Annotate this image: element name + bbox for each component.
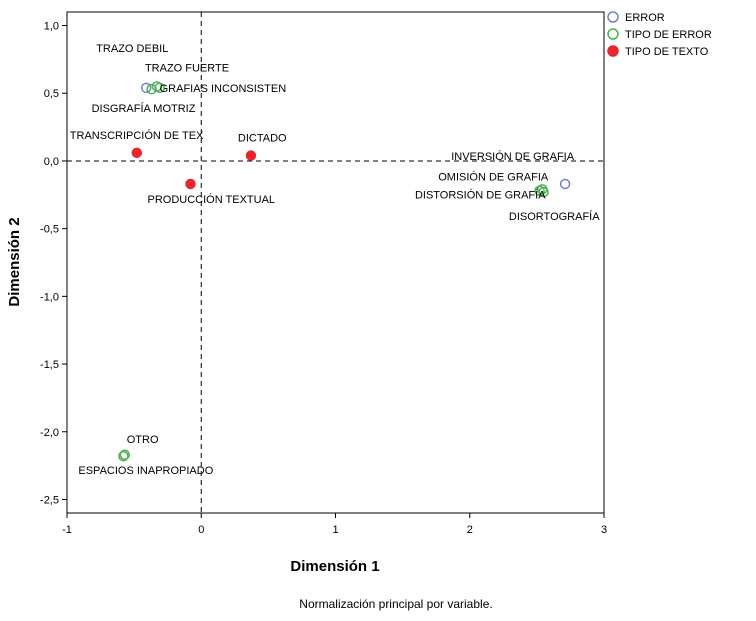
point-label: DISORTOGRAFÍA (509, 210, 600, 223)
y-tick-label: -2,0 (40, 427, 59, 439)
x-tick-label: -1 (62, 524, 72, 536)
y-tick-label: -2,5 (40, 494, 59, 506)
y-tick-label: -1,0 (40, 291, 59, 303)
x-tick-label: 3 (601, 524, 607, 536)
y-axis-ticks: 1,0 0,5 0,0 -0,5 -1,0 -1,5 -2,0 -2,5 (40, 21, 67, 506)
chart-note: Normalización principal por variable. (299, 597, 492, 611)
legend-label: TIPO DE ERROR (625, 29, 712, 41)
data-point (131, 147, 143, 159)
y-tick-label: -0,5 (40, 224, 59, 236)
legend-marker (607, 45, 619, 57)
data-point (154, 82, 165, 94)
data-point (119, 449, 130, 461)
point-label: OTRO (127, 434, 159, 446)
point-label: DICTADO (238, 133, 287, 145)
y-tick-label: -1,5 (40, 359, 59, 371)
data-point (146, 83, 157, 95)
x-axis-ticks: -1 0 1 2 3 (62, 513, 607, 536)
point-label: INVERSIÓN DE GRAFIA (451, 150, 575, 163)
point-label: GRAFIAS INCONSISTEN (160, 83, 287, 95)
point-labels: TRAZO DEBIL INVERSIÓN DE GRAFIA TRAZO FUER… (70, 43, 600, 477)
data-point (559, 178, 571, 190)
point-label: TRAZO DEBIL (96, 43, 168, 55)
data-point (140, 82, 152, 94)
reference-lines (67, 12, 604, 513)
x-axis-title: Dimensión 1 (290, 558, 379, 575)
legend-marker (607, 11, 619, 23)
point-label: DISTORSIÓN DE GRAFÍA (415, 189, 546, 202)
legend: ERROR TIPO DE ERROR TIPO DE TEXTO (607, 11, 712, 58)
point-label: TRAZO FUERTE (145, 62, 229, 74)
data-point (245, 150, 257, 161)
point-label: DISGRAFÍA MOTRIZ (92, 102, 196, 115)
data-point (185, 178, 196, 190)
legend-marker (607, 28, 619, 40)
point-label: ESPACIOS INAPROPIADO (78, 465, 213, 477)
y-axis-title: Dimensión 2 (6, 217, 23, 306)
legend-label: ERROR (625, 12, 665, 24)
point-label: PRODUCCIÓN TEXTUAL (148, 193, 276, 206)
y-tick-label: 0,0 (44, 156, 59, 168)
data-point (538, 186, 549, 198)
legend-label: TIPO DE TEXTO (625, 46, 709, 58)
data-point (118, 450, 129, 462)
point-label: OMISIÓN DE GRAFIA (438, 170, 549, 183)
x-tick-label: 1 (332, 524, 338, 536)
y-tick-label: 1,0 (44, 21, 59, 33)
x-tick-label: 2 (467, 524, 473, 536)
y-tick-label: 0,5 (44, 88, 59, 100)
data-points (118, 81, 571, 462)
point-label: TRANSCRIPCIÓN DE TEX (70, 129, 204, 142)
x-tick-label: 0 (198, 524, 204, 536)
